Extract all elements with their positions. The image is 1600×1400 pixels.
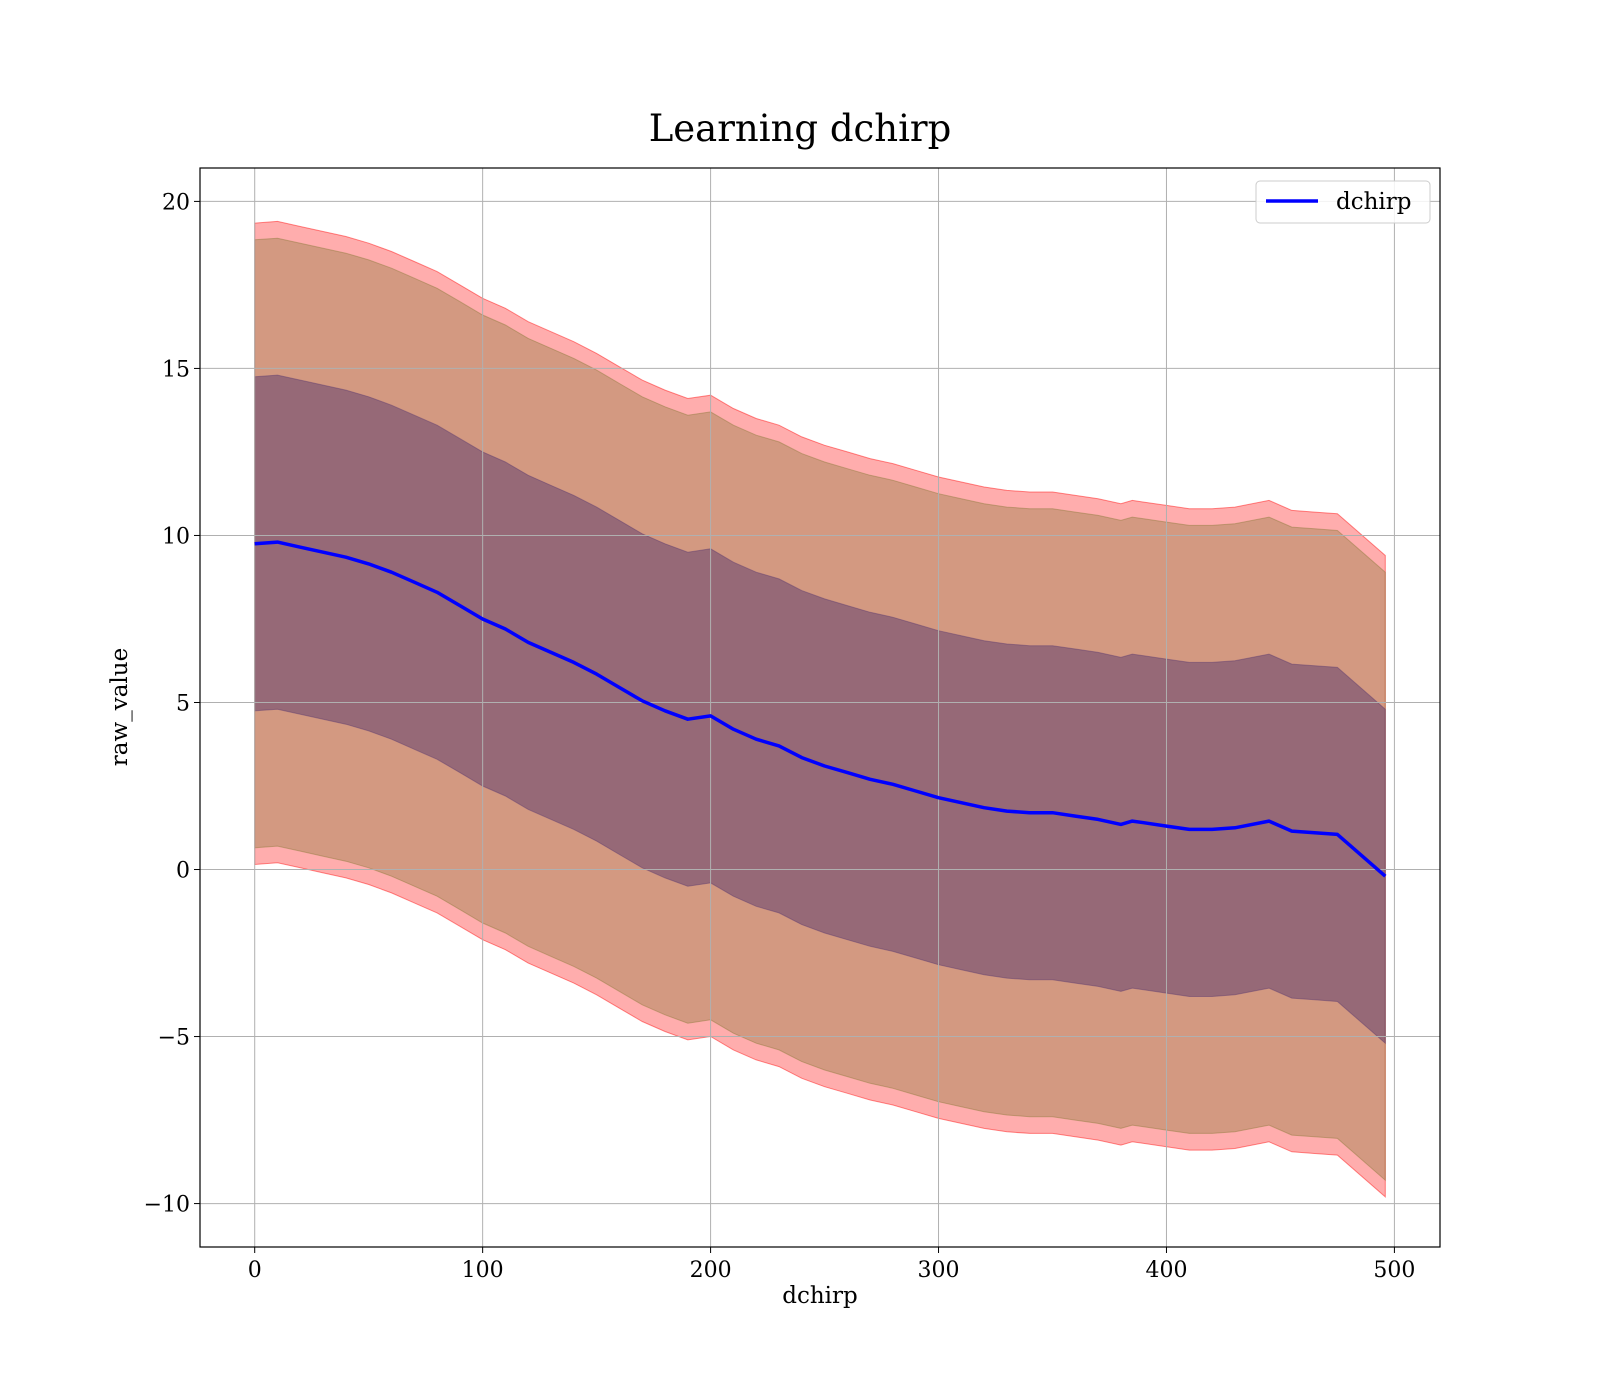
x-tick-label: 300: [918, 1258, 960, 1283]
confidence-bands: [254, 220, 1386, 1198]
y-tick-label: 20: [162, 190, 190, 215]
y-tick-label: 5: [176, 691, 190, 716]
y-tick-label: −5: [158, 1026, 190, 1051]
y-tick-label: 0: [176, 859, 190, 884]
x-tick-label: 200: [690, 1258, 732, 1283]
plot-frame: [199, 167, 1441, 1248]
x-tick-label: 500: [1373, 1258, 1415, 1283]
band-inner: [254, 374, 1386, 1045]
y-tick-label: −10: [144, 1193, 190, 1218]
y-tick-label: 10: [162, 524, 190, 549]
x-tick-label: 400: [1145, 1258, 1187, 1283]
series-lines: [254, 540, 1387, 878]
grid-lines: [200, 168, 1440, 1247]
x-tick-label: 0: [248, 1258, 262, 1283]
series-line-dchirp: [254, 540, 1387, 878]
x-tick-label: 100: [462, 1258, 504, 1283]
y-axis-label: raw_value: [107, 648, 133, 766]
y-tick-label: 15: [162, 357, 190, 382]
y-axis: −10 −5 0 5 10 15 20: [144, 190, 200, 1218]
chart-title: Learning dchirp: [649, 107, 952, 150]
legend: dchirp: [1255, 180, 1431, 224]
x-axis-label: dchirp: [782, 1283, 858, 1309]
legend-box: [1255, 180, 1431, 224]
x-axis: 0 100 200 300 400 500: [248, 1247, 1415, 1283]
legend-label: dchirp: [1336, 189, 1412, 215]
